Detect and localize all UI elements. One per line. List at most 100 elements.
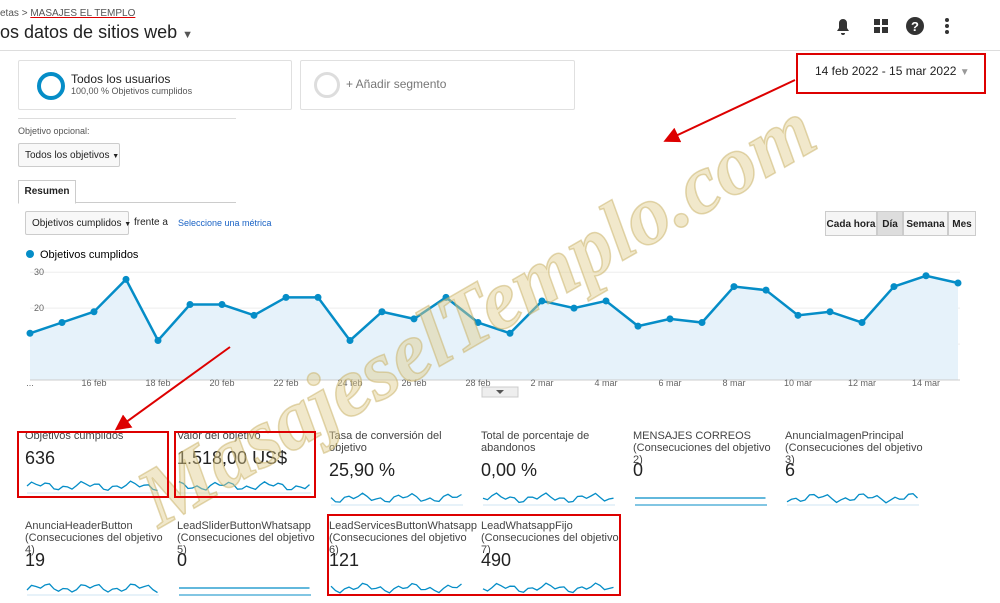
metric-label: Objetivos cumplidos xyxy=(18,428,166,444)
arrow xyxy=(663,79,796,143)
point xyxy=(698,319,706,326)
metric-tile: LeadSliderButtonWhatsapp (Consecuciones d… xyxy=(170,518,318,600)
x-tick-label: 10 mar xyxy=(784,378,812,388)
metric-label-line: (Consecuciones del objetivo 4) xyxy=(25,532,163,556)
metric-value: 25,90 % xyxy=(329,460,396,480)
point xyxy=(762,286,770,294)
metric-label-line: MENSAJES CORREOS xyxy=(633,430,751,442)
metric-label: LeadSliderButtonWhatsapp (Consecuciones d… xyxy=(170,518,318,556)
metric-tile: MENSAJES CORREOS (Consecuciones del objet… xyxy=(626,428,774,510)
caret: ▼ xyxy=(124,221,132,228)
sparkline xyxy=(482,582,615,596)
segment-detail: 100,00 % Objetivos cumplidos xyxy=(71,86,193,96)
point xyxy=(58,319,66,326)
segment-ring xyxy=(37,72,65,100)
more-icon[interactable] xyxy=(945,18,949,34)
metric-tile: Total de porcentaje de abandonos 0,00 % xyxy=(474,428,622,510)
x-tick-label: 22 feb xyxy=(273,378,298,388)
point xyxy=(474,319,482,326)
point xyxy=(90,308,98,316)
metric-tile: Valor del objetivo 1.518,00 US$ xyxy=(170,428,318,510)
goal-value: Todos los objetivos xyxy=(25,150,110,161)
metric-tile: LeadWhatsappFijo (Consecuciones del objet… xyxy=(474,518,622,600)
legend-marker xyxy=(26,250,34,258)
x-tick-label: 16 feb xyxy=(81,378,106,388)
metric-label-line: (Consecuciones del objetivo 5) xyxy=(177,532,315,556)
sparkline-path xyxy=(330,582,462,594)
sparkline xyxy=(482,492,615,506)
page-title[interactable]: os datos de sitios web ▼ xyxy=(0,22,193,43)
goal-dropdown[interactable]: Todos los objetivos ▼ xyxy=(18,143,120,167)
point xyxy=(538,297,546,305)
breadcrumb-parent[interactable]: etas xyxy=(0,8,19,19)
breadcrumb-current[interactable]: MASAJES EL TEMPLO xyxy=(30,8,136,19)
sparkline xyxy=(786,493,919,506)
sparkline xyxy=(178,481,311,494)
point xyxy=(954,279,962,287)
metric-label-line: AnunciaHeaderButton xyxy=(25,520,133,532)
granularity-button[interactable]: Día xyxy=(877,211,903,236)
metric-label-line: LeadSliderButtonWhatsapp xyxy=(177,520,311,532)
metric-tile: AnunciaImagenPrincipal (Consecuciones del… xyxy=(778,428,926,510)
point xyxy=(410,315,418,323)
breadcrumb: etas > MASAJES EL TEMPLO xyxy=(0,8,135,19)
granularity-button[interactable]: Cada hora xyxy=(825,211,877,236)
metric-tile: AnunciaHeaderButton (Consecuciones del ob… xyxy=(18,518,166,600)
metric-value: 6 xyxy=(785,460,796,480)
metric-label-line: AnunciaImagenPrincipal xyxy=(785,430,904,442)
point xyxy=(506,329,514,337)
add-segment-label: + Añadir segmento xyxy=(346,77,447,91)
versus-label: frente a xyxy=(134,217,168,228)
point xyxy=(890,283,898,291)
x-tick-label: 20 feb xyxy=(209,378,234,388)
metric-label-line: Tasa de conversión del xyxy=(329,430,442,442)
add-segment-card[interactable]: + Añadir segmento xyxy=(300,60,575,110)
metric-value: 0 xyxy=(177,550,188,570)
x-tick-label: 6 mar xyxy=(658,378,681,388)
sparkline-path xyxy=(786,493,918,504)
point xyxy=(250,311,258,319)
point xyxy=(858,319,866,326)
date-range[interactable]: 14 feb 2022 - 15 mar 2022 ▼ xyxy=(815,64,970,78)
y-tick-label: 30 xyxy=(34,267,44,277)
bell-icon[interactable] xyxy=(837,19,849,35)
point xyxy=(282,293,290,301)
point xyxy=(794,311,802,319)
metric-label-line: objetivo xyxy=(329,442,367,454)
metric-tile: Objetivos cumplidos 636 xyxy=(18,428,166,510)
metric-label: AnunciaImagenPrincipal (Consecuciones del… xyxy=(778,428,926,466)
sparkline-path xyxy=(26,583,158,594)
metric-tile: Tasa de conversión del objetivo 25,90 % xyxy=(322,428,470,510)
sparkline-path xyxy=(26,480,158,492)
granularity-button[interactable]: Mes xyxy=(948,211,976,236)
point xyxy=(634,322,642,330)
caret: ▼ xyxy=(959,67,970,78)
sparkline xyxy=(26,480,159,494)
caret: ▼ xyxy=(112,153,120,160)
sparkline xyxy=(635,497,767,506)
point xyxy=(186,301,194,309)
metric-label-line: LeadWhatsappFijo xyxy=(481,520,573,532)
granularity-button[interactable]: Semana xyxy=(903,211,948,236)
add-segment-ring xyxy=(314,72,340,98)
sparkline-path xyxy=(330,492,462,503)
metric-link[interactable]: Seleccione una métrica xyxy=(178,218,272,228)
metric-label-line: Total de porcentaje de xyxy=(481,430,590,442)
metric-label-line: LeadServicesButtonWhatsapp xyxy=(329,520,477,532)
sparkline xyxy=(330,492,463,506)
apps-icon[interactable] xyxy=(874,19,888,33)
metric-label-line: Valor del objetivo xyxy=(177,430,261,442)
line xyxy=(29,274,959,343)
metric-value: 121 xyxy=(329,550,360,570)
help-icon[interactable] xyxy=(906,17,924,35)
segment-card[interactable]: Todos los usuarios 100,00 % Objetivos cu… xyxy=(18,60,292,110)
point xyxy=(442,293,450,301)
sparkline-path xyxy=(178,481,310,491)
point xyxy=(730,283,738,291)
metric-dropdown[interactable]: Objetivos cumplidos ▼ xyxy=(25,211,132,235)
metric-value: 0 xyxy=(633,460,644,480)
sparkline xyxy=(179,587,311,596)
point xyxy=(666,315,674,323)
tab[interactable]: Resumen xyxy=(18,180,76,204)
